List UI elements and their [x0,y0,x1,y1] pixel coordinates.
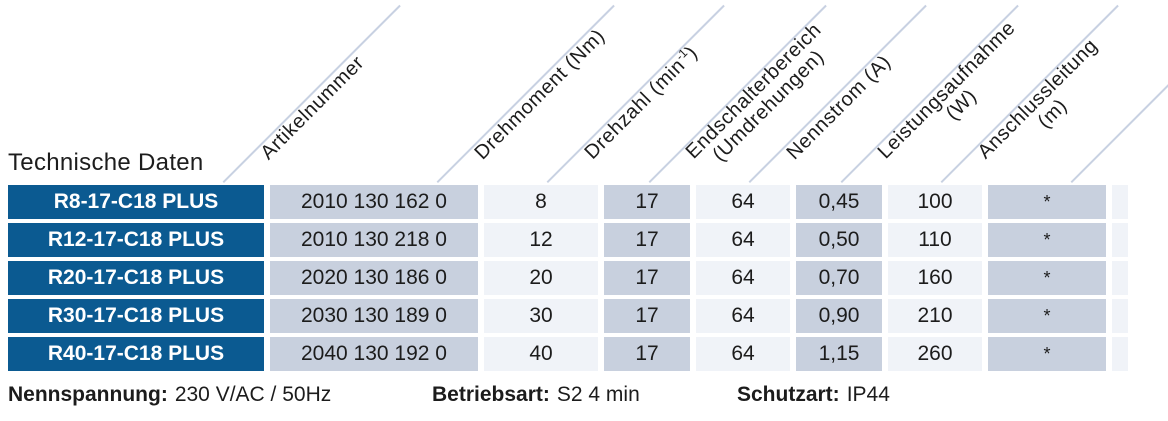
artikelnummer-cell: 2030 130 189 0 [270,299,478,333]
model-cell: R12-17-C18 PLUS [8,223,264,257]
column-header-artikelnummer: Artikelnummer [256,51,369,165]
spec-betriebsart: Betriebsart: S2 4 min [432,383,640,407]
model-cell: R8-17-C18 PLUS [8,185,264,219]
drehzahl-cell: 17 [604,261,690,295]
anschlussleitung-cell: * [988,261,1106,295]
spec-label: Nennspannung: [8,383,168,406]
drehmoment-cell: 8 [484,185,598,219]
nennstrom-cell: 0,70 [796,261,882,295]
endschalterbereich-cell: 64 [696,185,790,219]
spec-label: Betriebsart: [432,383,550,406]
column-header-text: (Umdrehungen) [708,45,829,166]
data-table: R8-17-C18 PLUS 2010 130 162 0 8 17 64 0,… [8,185,1128,371]
spec-schutzart: Schutzart: IP44 [737,383,890,407]
leistungsaufnahme-cell: 210 [888,299,982,333]
footer-specs: Nennspannung: 230 V/AC / 50Hz Betriebsart… [0,383,1168,411]
nennstrom-cell: 0,45 [796,185,882,219]
drehmoment-cell: 12 [484,223,598,257]
artikelnummer-cell: 2040 130 192 0 [270,337,478,371]
nennstrom-cell: 1,15 [796,337,882,371]
artikelnummer-cell: 2010 130 162 0 [270,185,478,219]
leistungsaufnahme-cell: 260 [888,337,982,371]
leistungsaufnahme-cell: 100 [888,185,982,219]
model-cell: R20-17-C18 PLUS [8,261,264,295]
anschlussleitung-cell: * [988,223,1106,257]
spec-nennspannung: Nennspannung: 230 V/AC / 50Hz [8,383,331,407]
drehmoment-cell: 30 [484,299,598,333]
spec-value: 230 V/AC / 50Hz [174,383,332,406]
spec-value: S2 4 min [556,383,640,406]
artikelnummer-cell: 2010 130 218 0 [270,223,478,257]
leistungsaufnahme-cell: 160 [888,261,982,295]
drehzahl-cell: 17 [604,185,690,219]
model-cell: R40-17-C18 PLUS [8,337,264,371]
spec-value: IP44 [846,383,890,406]
column-header-text: Drehzahl (min [580,54,690,165]
leistungsaufnahme-cell: 110 [888,223,982,257]
spacer-cell [1112,299,1128,333]
endschalterbereich-cell: 64 [696,299,790,333]
column-header-endschalterbereich: Endschalterbereich (Umdrehungen) [682,19,840,178]
nennstrom-cell: 0,50 [796,223,882,257]
column-header-text: Artikelnummer [256,51,369,165]
anschlussleitung-cell: * [988,299,1106,333]
drehzahl-cell: 17 [604,299,690,333]
artikelnummer-cell: 2020 130 186 0 [270,261,478,295]
drehzahl-cell: 17 [604,337,690,371]
endschalterbereich-cell: 64 [696,337,790,371]
spacer-cell [1112,261,1128,295]
section-title: Technische Daten [8,149,204,176]
nennstrom-cell: 0,90 [796,299,882,333]
drehmoment-cell: 40 [484,337,598,371]
spacer-cell [1112,223,1128,257]
model-cell: R30-17-C18 PLUS [8,299,264,333]
drehzahl-cell: 17 [604,223,690,257]
endschalterbereich-cell: 64 [696,261,790,295]
spacer-cell [1112,337,1128,371]
drehmoment-cell: 20 [484,261,598,295]
anschlussleitung-cell: * [988,185,1106,219]
anschlussleitung-cell: * [988,337,1106,371]
endschalterbereich-cell: 64 [696,223,790,257]
spec-label: Schutzart: [737,383,840,406]
spacer-cell [1112,185,1128,219]
